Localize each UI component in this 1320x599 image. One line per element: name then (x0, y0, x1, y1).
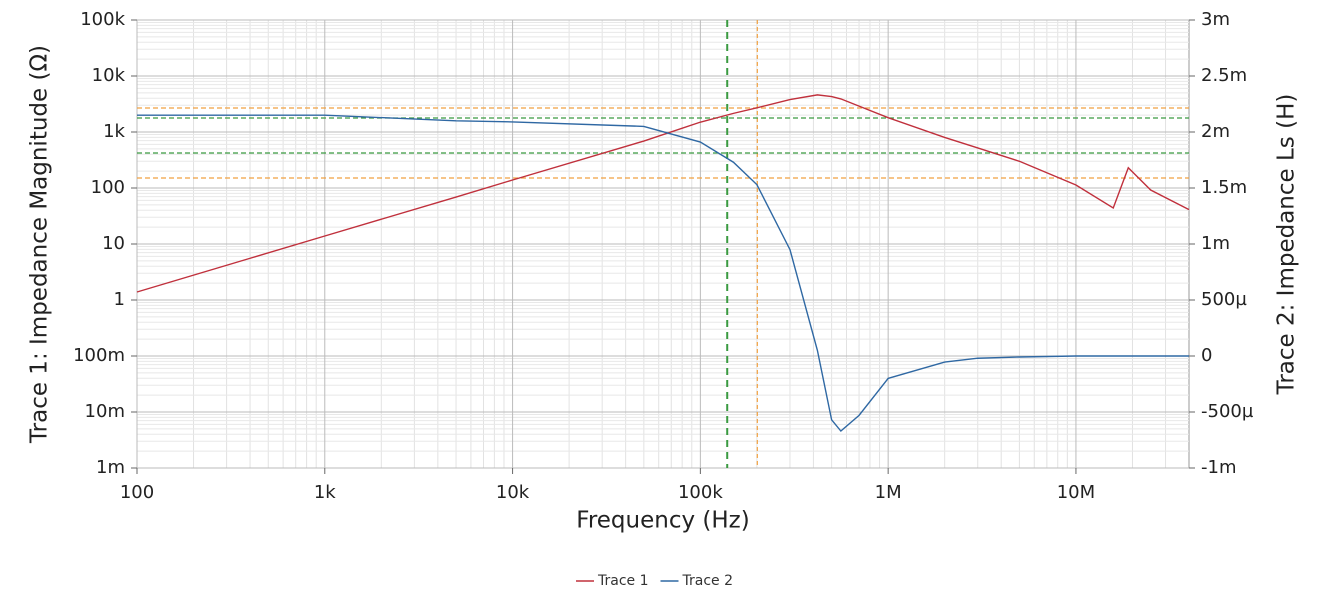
y-tick-label: 100k (80, 9, 125, 30)
y2-axis-label: Trace 2: Impedance Ls (H) (1274, 94, 1300, 396)
y-tick-label: 1 (114, 289, 125, 310)
y2-tick-label: 3m (1201, 9, 1230, 30)
y2-tick-label: -500µ (1201, 401, 1254, 422)
x-tick-label: 1M (875, 482, 902, 503)
y2-tick-label: 500µ (1201, 289, 1247, 310)
series-line (136, 94, 1190, 293)
y2-tick-label: 1.5m (1201, 177, 1247, 198)
x-tick-label: 10k (496, 482, 530, 503)
grid (136, 19, 1189, 469)
y-tick-label: 10 (102, 233, 125, 254)
y-tick-label: 1m (96, 457, 125, 478)
y2-tick-label: 1m (1201, 233, 1230, 254)
series-line (137, 114, 1189, 433)
x-tick-label: 100k (678, 482, 723, 503)
x-tick-label: 1k (314, 482, 336, 503)
y-tick-label: 10k (92, 65, 126, 86)
y-axis-label: Trace 1: Impedance Magnitude (Ω) (27, 45, 53, 444)
y2-tick-label: 2.5m (1201, 65, 1247, 86)
y-tick-label: 10m (85, 401, 125, 422)
x-tick-label: 10M (1057, 482, 1095, 503)
y-tick-label: 1k (103, 121, 125, 142)
y2-tick-label: -1m (1201, 457, 1236, 478)
x-tick-label: 100 (120, 482, 154, 503)
legend-label: Trace 2 (682, 573, 734, 589)
x-axis-label: Frequency (Hz) (576, 508, 749, 534)
y-tick-label: 100 (91, 177, 125, 198)
legend-label: Trace 1 (597, 573, 649, 589)
y2-tick-label: 2m (1201, 121, 1230, 142)
y2-tick-label: 0 (1201, 345, 1212, 366)
y-tick-label: 100m (73, 345, 125, 366)
